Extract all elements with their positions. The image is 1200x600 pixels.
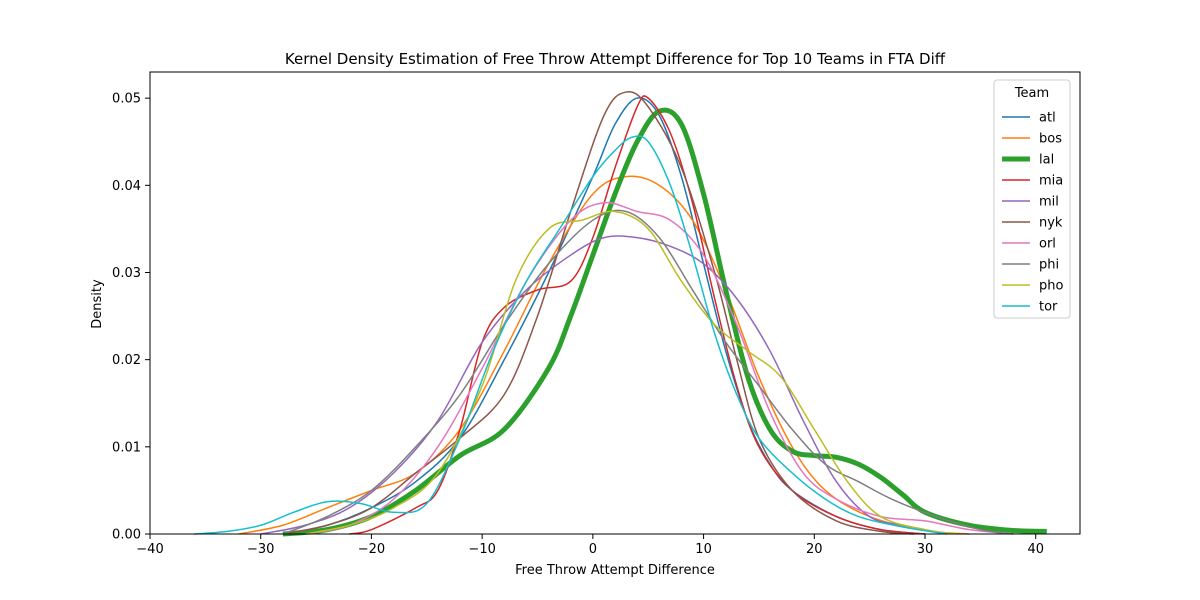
legend-label-orl: orl (1039, 237, 1056, 252)
y-tick-label: 0.02 (112, 353, 141, 368)
chart-title: Kernel Density Estimation of Free Throw … (285, 50, 946, 68)
series-line-nyk (282, 91, 914, 535)
series-line-phi (282, 209, 1014, 535)
legend-label-nyk: nyk (1039, 216, 1063, 231)
x-tick-label: 10 (695, 542, 712, 557)
legend-label-pho: pho (1039, 279, 1063, 294)
legend-label-tor: tor (1039, 300, 1058, 315)
x-tick-label: 20 (806, 542, 823, 557)
series-line-orl (304, 201, 1014, 535)
plot-frame (149, 71, 1081, 535)
y-tick-label: 0.01 (112, 440, 141, 455)
x-tick-label: −30 (247, 542, 274, 557)
x-tick-label: 0 (589, 542, 597, 557)
legend-label-atl: atl (1039, 111, 1056, 126)
legend-label-bos: bos (1039, 132, 1062, 147)
legend-label-lal: lal (1039, 153, 1054, 168)
x-tick-label: 30 (917, 542, 934, 557)
legend-title: Team (1014, 86, 1049, 101)
series-line-tor (194, 135, 948, 535)
x-tick-label: −40 (136, 542, 163, 557)
x-tick-label: 40 (1027, 542, 1044, 557)
series-line-mil (260, 235, 948, 535)
legend: Team atl bos lal mia mil nyk orl phi pho tor (993, 79, 1071, 319)
y-tick-label: 0.00 (112, 528, 141, 543)
legend-label-mil: mil (1039, 195, 1059, 210)
x-tick-label: −20 (358, 542, 385, 557)
legend-label-phi: phi (1039, 258, 1059, 273)
y-tick-label: 0.05 (112, 92, 141, 107)
series-line-lal (282, 107, 1047, 537)
series-layer (194, 91, 1047, 537)
y-tick-label: 0.03 (112, 266, 141, 281)
series-line-pho (304, 210, 959, 535)
legend-box (993, 79, 1071, 319)
x-tick-label: −10 (468, 542, 495, 557)
y-tick-label: 0.04 (112, 179, 141, 194)
y-axis-label: Density (90, 279, 105, 329)
x-axis-label: Free Throw Attempt Difference (515, 563, 715, 578)
legend-label-mia: mia (1039, 174, 1063, 189)
axes-layer: −40 −30 −20 −10 0 10 20 30 40 0.00 0.01 0.02 0.03 0.0… (112, 71, 1081, 557)
